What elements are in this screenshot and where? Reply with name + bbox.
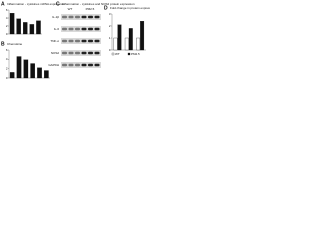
legend-label: WT [115, 52, 120, 56]
blot-row-label: NOS2 [51, 51, 60, 55]
panel-letter: B [1, 41, 5, 47]
blot-band [62, 27, 67, 31]
blot-band [75, 51, 80, 55]
y-tick-label: 4 [6, 16, 8, 20]
blot-band [75, 39, 80, 43]
blot-band [62, 63, 67, 67]
blot-title: Inflammation - cytokines and NOS2 protei… [62, 2, 135, 6]
blot-band [62, 39, 67, 43]
blot-band [62, 51, 67, 55]
bar [140, 21, 145, 51]
y-tick-label: 3 [109, 12, 111, 16]
bar [9, 13, 15, 35]
panel-letter: C [56, 1, 60, 7]
bar [23, 22, 28, 35]
blot-band [81, 27, 87, 31]
blot-strip [61, 26, 101, 32]
y-tick-label: 2 [6, 24, 8, 28]
y-tick-label: 4 [6, 57, 8, 61]
bar [16, 18, 21, 35]
blot-group-label: PM2.5 [86, 7, 95, 11]
blot-band [88, 27, 93, 31]
blot-band [88, 15, 93, 19]
blot-row-label: IL-6 [54, 27, 60, 31]
y-tick-label: 0 [6, 32, 8, 36]
blot-band [62, 15, 67, 19]
blot-band [68, 27, 74, 31]
bar [37, 67, 42, 79]
panel-letter: D [104, 5, 108, 11]
blot-strip [61, 38, 101, 44]
blot-band [68, 39, 74, 43]
blot-band [94, 51, 100, 55]
legend-swatch [127, 52, 131, 56]
blot-band [88, 51, 93, 55]
y-tick-label: 2 [109, 24, 111, 28]
blot-band [88, 39, 93, 43]
blot-band [75, 15, 80, 19]
blot-strip [61, 50, 101, 56]
blot-band [81, 51, 87, 55]
blot-band [81, 39, 87, 43]
bar [30, 63, 35, 79]
bar [128, 28, 133, 51]
bar [23, 59, 29, 79]
legend-label: PM2.5 [131, 52, 140, 56]
bar [29, 24, 35, 35]
blot-band [68, 51, 74, 55]
blot-row-label: IL-1β [52, 15, 59, 19]
blot-band [94, 15, 100, 19]
blot-band [94, 63, 100, 67]
chart-title: Chemokine [7, 42, 23, 46]
y-tick-label: 6 [6, 48, 8, 52]
blot-band [68, 15, 74, 19]
bar [117, 24, 122, 51]
bar [136, 37, 141, 51]
y-tick-label: 1 [109, 36, 111, 40]
blot-band [75, 27, 80, 31]
blot-band [81, 15, 87, 19]
bar [124, 37, 129, 51]
blot-row-label: TNF-α [50, 39, 59, 43]
chart-title: Inflammation - cytokines mRNA expression [7, 2, 65, 6]
bar [9, 72, 15, 79]
y-tick-label: 0 [109, 48, 111, 52]
blot-strip [61, 14, 101, 20]
blot-band [75, 63, 80, 67]
y-tick-label: 2 [6, 66, 8, 70]
blot-band [94, 39, 100, 43]
bar [44, 70, 49, 79]
y-tick-label: 0 [6, 76, 8, 80]
blot-band [68, 63, 74, 67]
blot-band [94, 27, 100, 31]
legend-swatch [111, 52, 115, 56]
blot-band [88, 63, 93, 67]
panel-letter: A [1, 1, 5, 7]
chart-title: Fold change in protein expression [110, 6, 150, 10]
bar [36, 20, 41, 35]
blot-group-label: WT [68, 7, 73, 11]
figure: C Inflammation - cytokines and NOS2 prot… [1, 1, 150, 80]
blot-strip [61, 62, 101, 68]
bar [113, 37, 118, 51]
blot-band [81, 63, 87, 67]
blot-row-label: GAPDH [48, 63, 59, 67]
bar [16, 56, 22, 79]
y-tick-label: 6 [6, 8, 8, 12]
